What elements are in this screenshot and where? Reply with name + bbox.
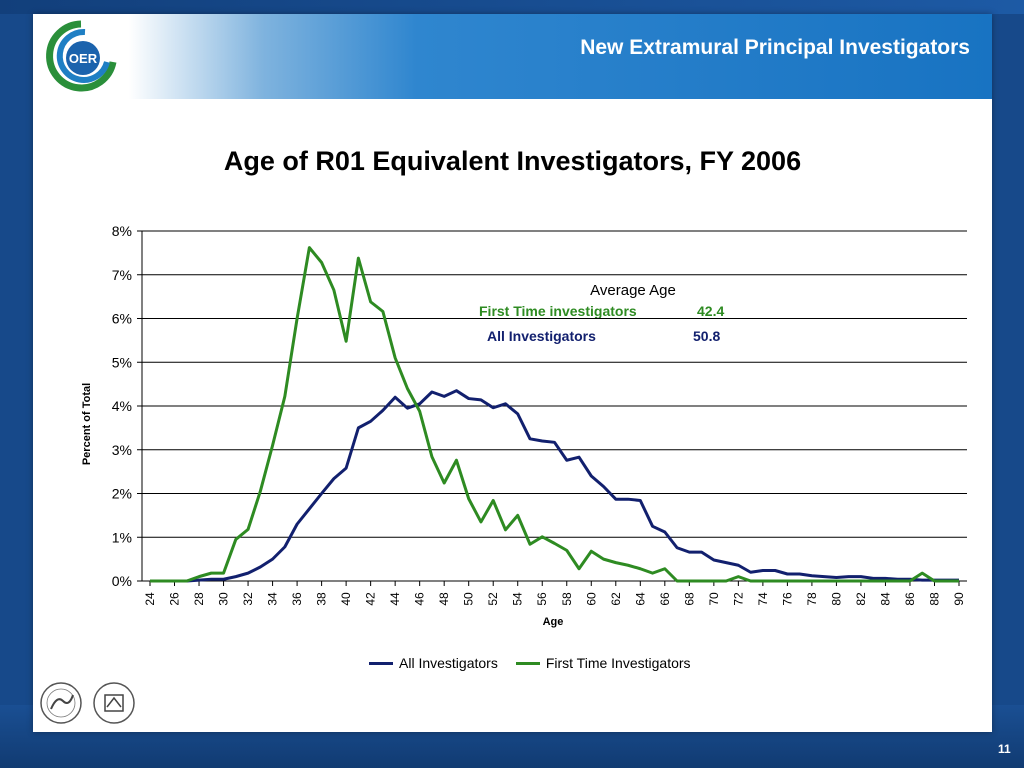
x-tick-label: 52	[486, 592, 500, 606]
x-tick-label: 40	[339, 592, 353, 606]
hhs-seal-icon	[40, 682, 82, 724]
y-tick-label: 7%	[112, 267, 132, 283]
nih-seal-icon	[93, 682, 135, 724]
y-tick-label: 1%	[112, 529, 132, 545]
series-line-first-time-investigators	[150, 246, 959, 583]
x-tick-label: 64	[633, 592, 647, 606]
y-tick-label: 4%	[112, 398, 132, 414]
x-tick-label: 56	[535, 592, 549, 606]
series-line-all-investigators	[150, 389, 959, 583]
slide: OER New Extramural Principal Investigato…	[33, 14, 992, 732]
x-tick-label: 74	[756, 592, 770, 606]
x-tick-label: 82	[854, 592, 868, 606]
y-tick-label: 3%	[112, 442, 132, 458]
average-first-value: 42.4	[697, 303, 725, 319]
x-tick-label: 30	[217, 592, 231, 606]
average-all-label: All Investigators	[487, 328, 596, 344]
slide-header: OER New Extramural Principal Investigato…	[33, 14, 992, 99]
x-tick-label: 62	[609, 592, 623, 606]
legend-swatch-first	[515, 661, 540, 665]
average-first-label: First Time investigators	[479, 303, 637, 319]
legend-label-first: First Time Investigators	[545, 655, 691, 671]
y-tick-label: 0%	[112, 573, 132, 589]
x-tick-label: 90	[952, 592, 966, 606]
x-tick-label: 86	[903, 592, 917, 606]
y-tick-label: 5%	[112, 354, 132, 370]
x-tick-label: 76	[780, 592, 794, 606]
x-tick-label: 78	[805, 592, 819, 606]
page-number: 11	[998, 742, 1011, 756]
top-band	[0, 0, 1024, 14]
x-tick-label: 46	[413, 592, 427, 606]
x-tick-label: 80	[829, 592, 843, 606]
x-tick-label: 36	[290, 592, 304, 606]
average-all-value: 50.8	[693, 328, 721, 344]
x-tick-label: 84	[878, 592, 892, 606]
x-tick-label: 60	[584, 592, 598, 606]
x-tick-label: 88	[927, 592, 941, 606]
x-tick-label: 70	[707, 592, 721, 606]
x-tick-label: 54	[511, 592, 525, 606]
x-tick-label: 32	[241, 592, 255, 606]
y-tick-label: 8%	[112, 223, 132, 239]
y-tick-label: 6%	[112, 311, 132, 327]
x-tick-label: 44	[388, 592, 402, 606]
x-tick-label: 34	[266, 592, 280, 606]
x-tick-label: 68	[682, 592, 696, 606]
x-tick-label: 50	[462, 592, 476, 606]
chart-plot: 0% 1% 2% 3% 4% 5% 6% 7% 8% 24 26 28 30 32 34 36 38 40 42 44…	[112, 223, 967, 606]
x-tick-label: 42	[364, 592, 378, 606]
chart-title: Age of R01 Equivalent Investigators, FY …	[223, 146, 802, 176]
legend-swatch-all	[369, 661, 393, 665]
y-tick-label: 2%	[112, 486, 132, 502]
page-title: New Extramural Principal Investigators	[580, 36, 970, 59]
chart-legend: All Investigators First Time Investigato…	[369, 655, 709, 671]
legend-label-all: All Investigators	[399, 655, 498, 671]
legend-item-first: First Time Investigators	[515, 655, 691, 671]
x-tick-label: 28	[192, 592, 206, 606]
x-axis-label: Age	[542, 616, 564, 628]
x-tick-label: 26	[168, 592, 182, 606]
x-tick-label: 58	[560, 592, 574, 606]
x-tick-label: 38	[315, 592, 329, 606]
x-tick-label: 24	[143, 592, 157, 606]
average-age-title: Average Age	[590, 282, 676, 299]
oer-logo-icon: OER	[46, 20, 117, 92]
x-tick-label: 72	[731, 592, 745, 606]
legend-item-all: All Investigators	[369, 655, 498, 671]
x-tick-label: 48	[437, 592, 451, 606]
x-tick-label: 66	[658, 592, 672, 606]
logo-text: OER	[69, 51, 98, 66]
